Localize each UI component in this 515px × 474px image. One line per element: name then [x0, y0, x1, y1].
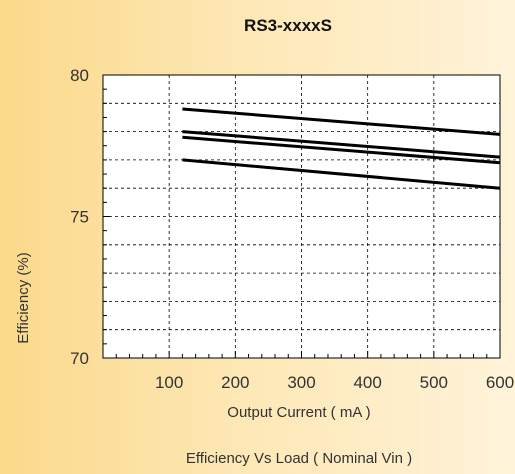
x-tick-label: 200: [221, 373, 249, 392]
x-tick-label: 100: [155, 373, 183, 392]
series-line-1: [182, 107, 501, 136]
chart-caption: Efficiency Vs Load ( Nominal Vin ): [186, 450, 412, 467]
chart-title: RS3-xxxxS: [244, 16, 332, 35]
series-line-2: [182, 130, 501, 159]
y-tick-label: 80: [70, 66, 89, 85]
series-line-3: [182, 135, 501, 165]
grid-lines: [103, 75, 500, 358]
x-tick-label: 400: [353, 373, 381, 392]
x-tick-label: 300: [287, 373, 315, 392]
series-lines: [182, 107, 501, 190]
x-tick-label: 500: [420, 373, 448, 392]
y-tick-label: 75: [70, 208, 89, 227]
series-line-4: [182, 158, 501, 190]
y-tick-labels: 70 75 80: [70, 66, 89, 368]
y-tick-label: 70: [70, 349, 89, 368]
x-tick-label: 600: [486, 373, 514, 392]
x-axis-label: Output Current ( mA ): [227, 404, 370, 421]
y-axis-label: Efficiency (%): [15, 252, 32, 343]
x-tick-labels: 100 200 300 400 500 600: [155, 373, 514, 392]
minor-ticks: [103, 74, 488, 359]
